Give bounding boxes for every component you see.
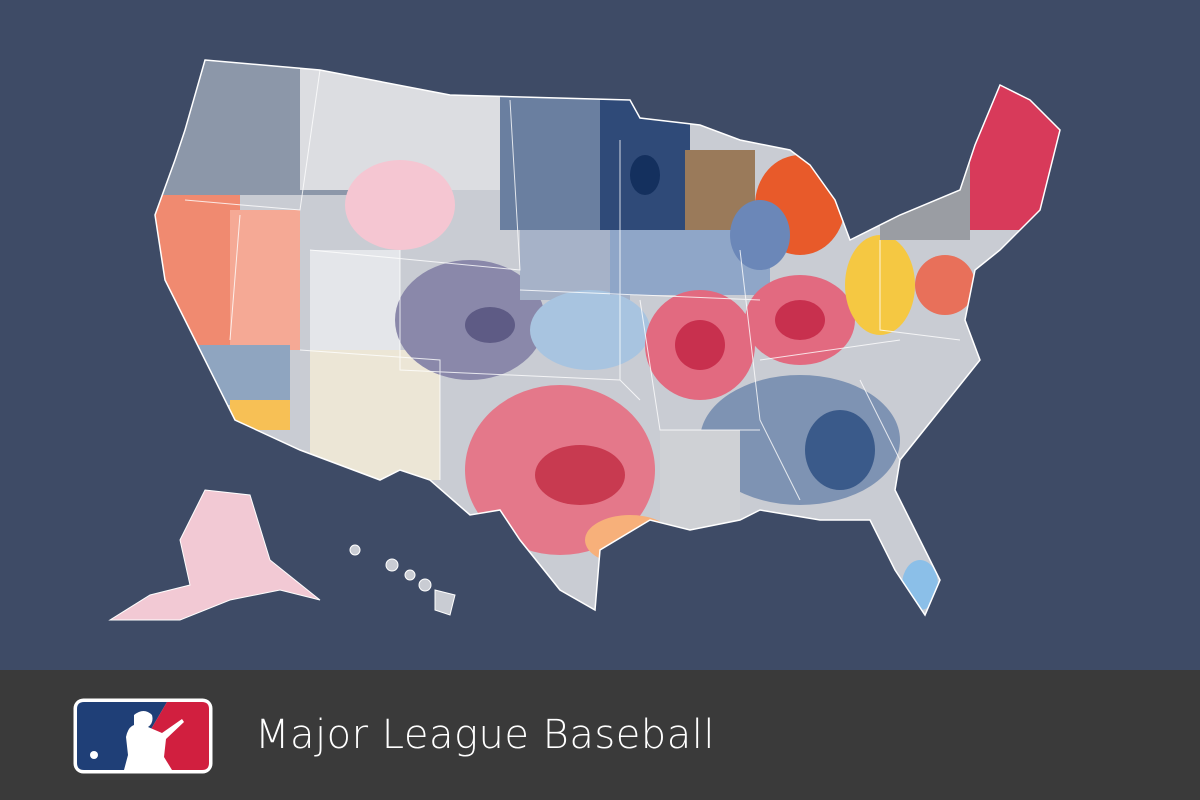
regions <box>155 60 1060 615</box>
region-cincinnati <box>775 300 825 340</box>
region-st-louis <box>675 320 725 370</box>
region-dallas <box>535 445 625 505</box>
region-new-england <box>970 80 1060 230</box>
region-new-york <box>880 150 970 240</box>
region-miami <box>902 560 938 610</box>
region-san-diego <box>230 400 290 430</box>
state-lines <box>184 69 961 501</box>
region-mid-atlantic <box>915 255 975 315</box>
region-nevada <box>230 210 300 350</box>
region-socal <box>195 345 290 405</box>
region-louisiana <box>660 430 740 530</box>
mlb-logo[interactable] <box>72 697 214 775</box>
us-outline <box>154 59 1061 617</box>
region-minneapolis <box>630 155 660 195</box>
region-kansas <box>530 290 650 370</box>
fan-map <box>108 59 1061 621</box>
footer-title: Major League Baseball <box>255 712 715 758</box>
hawaii <box>349 544 456 616</box>
region-utah <box>310 250 400 350</box>
region-atlanta <box>805 410 875 490</box>
region-arizona <box>310 350 440 480</box>
region-rockies <box>345 160 455 250</box>
alaska <box>108 489 321 621</box>
region-denver <box>465 307 515 343</box>
region-chicago <box>730 200 790 270</box>
